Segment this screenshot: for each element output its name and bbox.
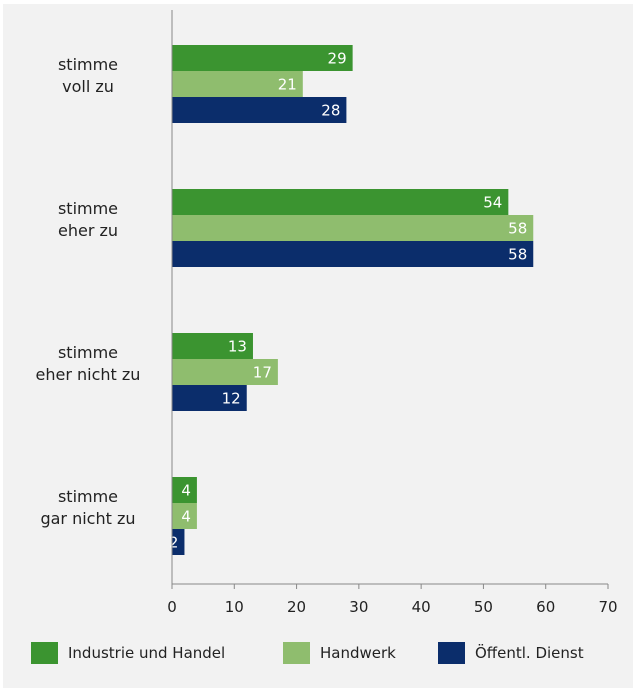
bar (172, 189, 509, 215)
legend-label-oeffentl-dienst: Öffentl. Dienst (475, 644, 584, 662)
bar-value-label: 2 (169, 534, 179, 552)
x-tick-label: 30 (349, 598, 368, 616)
x-tick-label: 50 (474, 598, 493, 616)
bar (172, 385, 247, 411)
bar-value-label: 4 (181, 482, 191, 500)
bar (172, 333, 253, 359)
x-tick-label: 10 (225, 598, 244, 616)
bar (172, 241, 534, 267)
bar (172, 503, 197, 529)
legend-item-handwerk: Handwerk (283, 642, 396, 664)
bar-value-label: 17 (253, 364, 272, 382)
bar-value-label: 29 (328, 50, 347, 68)
x-tick-label: 70 (598, 598, 617, 616)
legend-swatch-oeffentl-dienst (438, 642, 465, 664)
bar (172, 71, 303, 97)
legend: Industrie und Handel Handwerk Öffentl. D… (0, 642, 634, 670)
legend-label-industrie: Industrie und Handel (68, 644, 226, 662)
legend-item-oeffentl-dienst: Öffentl. Dienst (438, 642, 584, 664)
bar-chart: 29 21 28 stimme voll zu 54 58 58 stimme eher zu 13… (36, 10, 618, 616)
bar-value-label: 58 (508, 220, 527, 238)
bar-value-label: 13 (228, 338, 247, 356)
bar-value-label: 54 (483, 194, 502, 212)
bar-value-label: 21 (278, 76, 297, 94)
bar (172, 97, 347, 123)
bar-value-label: 12 (222, 390, 241, 408)
category-label: stimme eher zu (58, 199, 118, 240)
category-label: stimme gar nicht zu (40, 487, 135, 528)
bar-value-label: 28 (321, 102, 340, 120)
legend-swatch-industrie (31, 642, 58, 664)
x-tick-label: 0 (167, 598, 177, 616)
bar (172, 529, 185, 555)
legend-label-handwerk: Handwerk (320, 644, 396, 662)
category-label: stimme eher nicht zu (36, 343, 141, 384)
bar (172, 359, 278, 385)
bar (172, 215, 534, 241)
bar (172, 477, 197, 503)
legend-swatch-handwerk (283, 642, 310, 664)
bar-value-label: 58 (508, 246, 527, 264)
category-label: stimme voll zu (58, 55, 118, 96)
x-tick-label: 60 (536, 598, 555, 616)
legend-item-industrie: Industrie und Handel (31, 642, 225, 664)
bar-value-label: 4 (181, 508, 191, 526)
x-tick-label: 20 (287, 598, 306, 616)
x-tick-label: 40 (412, 598, 431, 616)
bar (172, 45, 353, 71)
